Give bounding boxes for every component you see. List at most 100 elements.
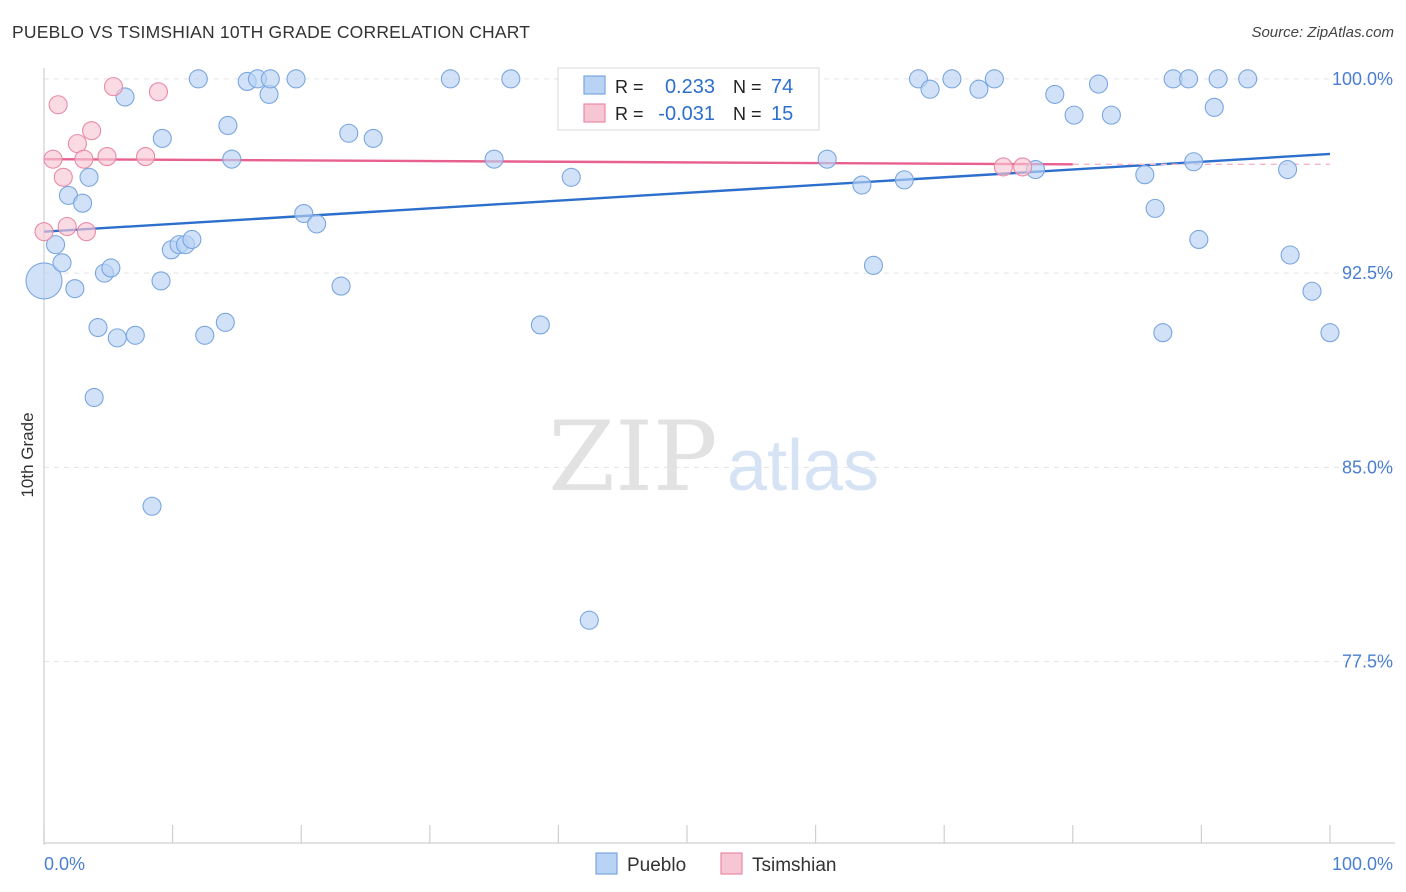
pueblo-point-68: [1208, 69, 1228, 89]
pueblo-point-48: [863, 255, 884, 275]
pueblo-point-11: [107, 328, 127, 348]
pueblo-point-66: [1189, 229, 1209, 250]
x-tick-label-0: 0.0%: [44, 854, 85, 874]
legend-r-label-tsimshian: R =: [615, 104, 644, 124]
axes: [43, 68, 1395, 845]
pueblo-point-49: [894, 170, 914, 190]
pueblo-point-10: [101, 258, 121, 278]
pueblo-point-64: [1178, 69, 1199, 89]
pueblo-point-37: [484, 149, 504, 169]
tsimshian-point-12: [148, 82, 169, 102]
pueblo-point-25: [222, 149, 242, 169]
pueblo-point-39: [530, 315, 550, 335]
series-legend-swatch-tsimshian[interactable]: [720, 852, 743, 875]
tsimshian-point-3: [53, 167, 73, 187]
pueblo-point-6: [79, 167, 99, 187]
series-legend-label-tsimshian[interactable]: Tsimshian: [752, 855, 836, 876]
pueblo-point-23: [215, 312, 235, 332]
pueblo-point-20: [182, 229, 202, 250]
watermark-zip: ZIP: [548, 401, 717, 513]
pueblo-point-24: [218, 115, 238, 136]
pueblo-point-0: [25, 262, 63, 300]
pueblo-point-56: [1045, 84, 1065, 104]
tsimshian-point-2: [48, 95, 68, 115]
pueblo-point-57: [1064, 105, 1084, 125]
watermark: ZIP atlas: [548, 401, 879, 513]
pueblo-point-31: [294, 204, 314, 224]
pueblo-point-46: [817, 149, 837, 169]
pueblo-point-2: [52, 253, 72, 273]
pueblo-trend-line: [43, 152, 1331, 233]
legend-n-label-pueblo: N =: [733, 77, 762, 97]
source-label: Source: ZipAtlas.com: [1251, 24, 1394, 41]
y-tick-label-2: 85.0%: [1342, 457, 1393, 477]
pueblo-point-70: [1278, 159, 1298, 180]
y-tick-labels: 100.0% 92.5% 85.0% 77.5%: [1332, 69, 1393, 672]
tsimshian-point-4: [57, 216, 77, 237]
pueblo-point-58: [1088, 74, 1109, 94]
tsimshian-point-9: [97, 147, 117, 167]
y-axis-label: 10th Grade: [18, 412, 37, 497]
tsimshian-point-10: [103, 77, 123, 97]
series-legend-label-pueblo[interactable]: Pueblo: [627, 855, 686, 876]
y-tick-label-3: 77.5%: [1342, 652, 1393, 672]
pueblo-point-54: [984, 69, 1004, 89]
pueblo-point-13: [125, 325, 145, 345]
chart-title: PUEBLO VS TSIMSHIAN 10TH GRADE CORRELATI…: [12, 22, 531, 42]
tsimshian-point-8: [82, 121, 102, 141]
pueblo-point-30: [286, 69, 306, 89]
pueblo-point-15: [151, 271, 171, 291]
legend-swatch-pueblo: [583, 75, 606, 95]
legend-n-value-pueblo: 74: [771, 76, 793, 98]
legend-swatch-tsimshian: [583, 103, 606, 123]
tsimshian-point-7: [76, 222, 96, 242]
pueblo-point-21: [188, 69, 208, 89]
pueblo-point-67: [1204, 97, 1224, 117]
pueblo-point-34: [339, 123, 359, 143]
pueblo-point-32: [307, 214, 327, 234]
y-tick-label-0: 100.0%: [1332, 69, 1393, 89]
pueblo-point-36: [440, 69, 460, 89]
series-legend-swatch-pueblo[interactable]: [595, 852, 618, 875]
pueblo-point-29: [260, 69, 280, 89]
pueblo-point-72: [1302, 281, 1322, 301]
pueblo-point-38: [501, 69, 521, 89]
pueblo-point-16: [152, 128, 172, 148]
pueblo-point-52: [942, 69, 962, 89]
pueblo-point-4: [65, 279, 85, 299]
tsimshian-point-14: [1013, 157, 1033, 177]
x-tick-label-1: 100.0%: [1332, 854, 1393, 874]
pueblo-point-47: [852, 175, 872, 195]
pueblo-point-53: [969, 79, 989, 99]
legend-r-value-tsimshian: -0.031: [658, 103, 715, 125]
tsimshian-point-0: [34, 222, 54, 242]
data-points: [25, 69, 1340, 630]
pueblo-point-65: [1184, 152, 1204, 172]
pueblo-point-14: [142, 496, 162, 516]
stats-legend: R = 0.233 N = 74 R = -0.031 N = 15: [557, 67, 820, 131]
watermark-atlas: atlas: [727, 426, 879, 506]
tsimshian-point-11: [136, 147, 156, 167]
legend-r-label-pueblo: R =: [615, 77, 644, 97]
pueblo-point-60: [1135, 165, 1155, 185]
pueblo-point-51: [920, 79, 940, 99]
legend-n-label-tsimshian: N =: [733, 104, 762, 124]
legend-n-value-tsimshian: 15: [771, 103, 793, 125]
pueblo-point-62: [1153, 323, 1173, 343]
pueblo-point-8: [88, 317, 108, 338]
x-tick-labels: 0.0% 100.0%: [44, 854, 1393, 874]
pueblo-point-69: [1238, 69, 1258, 89]
pueblo-point-40: [561, 167, 581, 187]
pueblo-point-22: [195, 325, 215, 345]
pueblo-point-33: [331, 276, 351, 296]
pueblo-point-7: [84, 387, 104, 408]
pueblo-point-71: [1280, 245, 1300, 265]
tsimshian-point-6: [74, 149, 94, 169]
tsimshian-point-13: [993, 157, 1013, 177]
pueblo-point-5: [73, 193, 93, 213]
tsimshian-trend-line: [43, 157, 1073, 166]
pueblo-point-59: [1101, 105, 1121, 125]
pueblo-point-35: [363, 128, 383, 148]
tsimshian-point-1: [43, 149, 63, 169]
